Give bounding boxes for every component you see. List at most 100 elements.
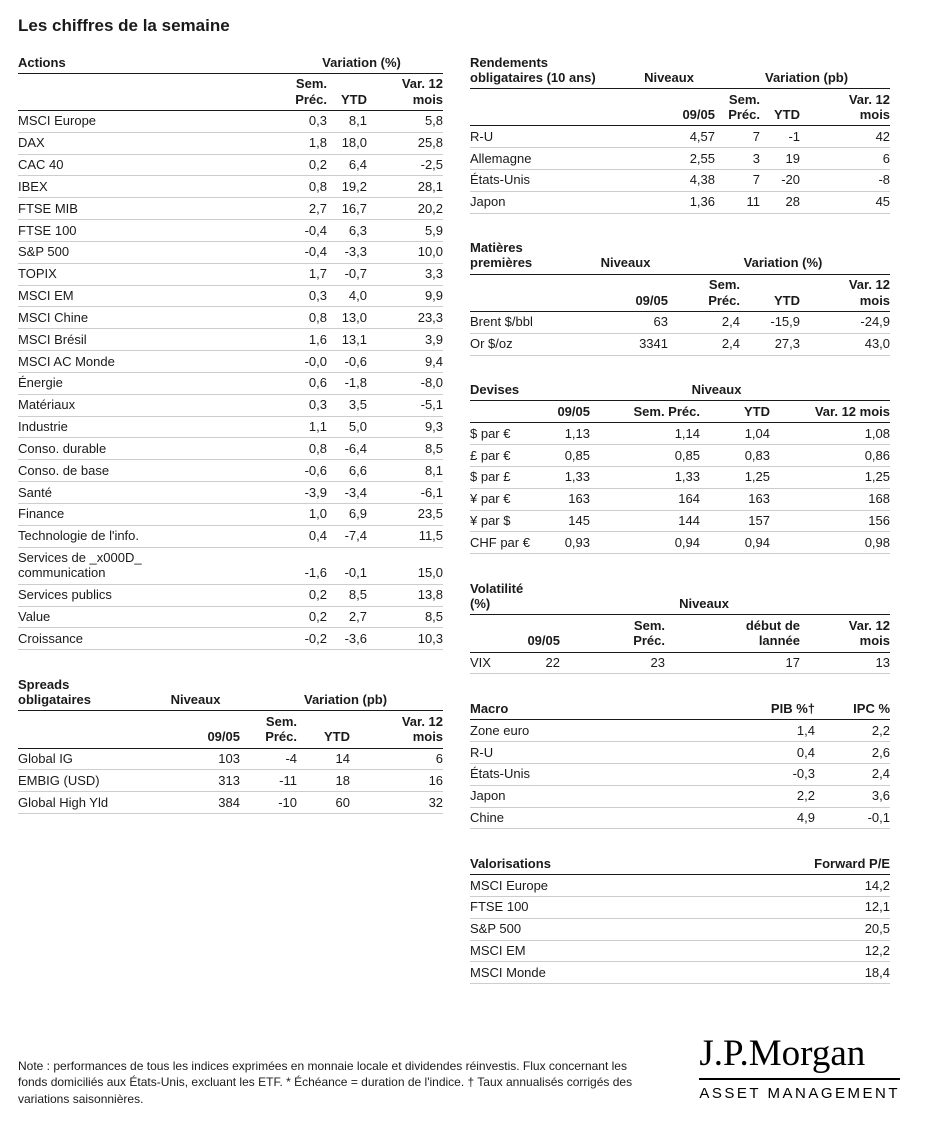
cell-value: -24,9 bbox=[800, 311, 891, 334]
col-header-var12: Var. 12 mois bbox=[800, 614, 890, 653]
column-header-row: 09/05 Sem. Préc. YTD Var. 12 mois bbox=[470, 274, 891, 312]
empty-header-cell bbox=[470, 614, 510, 653]
cell-value: 2,6 bbox=[815, 741, 890, 764]
cell-value: 6,3 bbox=[327, 219, 367, 242]
cell-value: 0,2 bbox=[272, 584, 327, 607]
table-title-row: Devises Niveaux bbox=[470, 379, 890, 402]
cell-value: 3,3 bbox=[367, 263, 444, 286]
row-label: £ par € bbox=[470, 444, 535, 467]
cell-value: 10,0 bbox=[367, 241, 444, 264]
volatility-group-niveaux: Niveaux bbox=[510, 578, 890, 616]
cell-value: 13 bbox=[800, 652, 890, 675]
table-row: Conso. durable 0,8 -6,4 8,5 bbox=[18, 437, 444, 461]
cell-value: 164 bbox=[590, 488, 700, 511]
empty-header-cell bbox=[18, 710, 143, 749]
cell-value: 1,08 bbox=[770, 422, 890, 446]
row-label: IBEX bbox=[18, 175, 272, 199]
col-header-date: 09/05 bbox=[510, 614, 560, 653]
cell-value: 6,6 bbox=[327, 459, 367, 483]
table-row: Technologie de l'info. 0,4 -7,4 11,5 bbox=[18, 525, 444, 548]
bond-yields-group-niveaux: Niveaux bbox=[615, 52, 715, 90]
cell-value: 6 bbox=[800, 147, 891, 170]
cell-value: 15,0 bbox=[367, 547, 444, 585]
cell-value: 163 bbox=[700, 488, 770, 511]
cell-value: 9,3 bbox=[367, 416, 444, 439]
table-row: FTSE 100 12,1 bbox=[470, 896, 890, 919]
row-label: $ par € bbox=[470, 422, 535, 446]
table-row: CAC 40 0,2 6,4 -2,5 bbox=[18, 154, 444, 177]
cell-value: 0,3 bbox=[272, 110, 327, 133]
row-label: Santé bbox=[18, 481, 272, 504]
table-row: VIX 22 23 17 13 bbox=[470, 652, 890, 675]
cell-value: -0,4 bbox=[272, 241, 327, 264]
table-row: $ par £1,33 1,33 1,25 1,25 bbox=[470, 466, 890, 489]
table-row: Japon 1,36 11 28 45 bbox=[470, 191, 891, 214]
row-label: Croissance bbox=[18, 627, 272, 651]
cell-value: 14,2 bbox=[770, 874, 890, 897]
column-header-row: 09/05 Sem. Préc. YTD Var. 12 mois bbox=[470, 400, 890, 424]
cell-value: 0,2 bbox=[272, 606, 327, 629]
commodities-table: Matières premières Niveaux Variation (%)… bbox=[470, 237, 891, 356]
col-header-date: 09/05 bbox=[615, 88, 715, 127]
cell-value: 17 bbox=[665, 652, 800, 675]
cell-value: 168 bbox=[770, 488, 890, 511]
row-label: Conso. durable bbox=[18, 437, 272, 461]
cell-value: 0,93 bbox=[535, 531, 590, 555]
spreads-table-head: Spreads obligataires Niveaux Variation (… bbox=[18, 674, 444, 749]
cell-value: 2,2 bbox=[720, 785, 815, 808]
cell-value: 1,1 bbox=[272, 416, 327, 439]
cell-value: 2,4 bbox=[668, 311, 740, 334]
col-header-sem-prec: Sem. Préc. bbox=[668, 274, 740, 312]
cell-value: 23,5 bbox=[367, 503, 444, 526]
table-row: FTSE MIB 2,7 16,7 20,2 bbox=[18, 197, 444, 221]
commodities-table-head: Matières premières Niveaux Variation (%)… bbox=[470, 237, 891, 312]
col-header-ytd: YTD bbox=[700, 400, 770, 424]
cell-value: -6,4 bbox=[327, 437, 367, 461]
valuations-table: Valorisations Forward P/E MSCI Europe 14,… bbox=[470, 853, 890, 985]
row-label: MSCI Monde bbox=[470, 961, 770, 985]
spreads-group-niveaux: Niveaux bbox=[143, 674, 240, 712]
cell-value: -5,1 bbox=[367, 394, 444, 417]
cell-value: 156 bbox=[770, 510, 890, 533]
empty-header-cell bbox=[470, 274, 575, 312]
cell-value: 1,33 bbox=[535, 466, 590, 489]
cell-value: 1,04 bbox=[700, 422, 770, 446]
col-header-ytd: YTD bbox=[297, 710, 350, 749]
cell-value: -15,9 bbox=[740, 311, 800, 334]
cell-value: 0,85 bbox=[535, 444, 590, 467]
cell-value: -6,1 bbox=[367, 481, 444, 504]
row-label: Matériaux bbox=[18, 394, 272, 417]
actions-group-header: Variation (%) bbox=[272, 52, 444, 74]
spreads-table-body: Global IG 103 -4 14 6 EMBIG (USD) 313 -11 18 16 Gl… bbox=[18, 748, 444, 814]
cell-value: 8,1 bbox=[327, 110, 367, 133]
content-columns: Actions Variation (%) Sem. Préc. YTD Var… bbox=[18, 52, 936, 985]
asset-management-label: ASSET MANAGEMENT bbox=[699, 1085, 900, 1102]
row-label: Services de _x000D_ communication bbox=[18, 547, 272, 585]
cell-value: 18,0 bbox=[327, 132, 367, 155]
cell-value: 2,4 bbox=[815, 763, 890, 786]
commodities-group-niveaux: Niveaux bbox=[575, 237, 668, 275]
bond-yields-table-title: Rendements obligataires (10 ans) bbox=[470, 52, 615, 90]
table-row: Global IG 103 -4 14 6 bbox=[18, 748, 444, 771]
row-label: MSCI Europe bbox=[470, 874, 770, 897]
cell-value: 3341 bbox=[575, 333, 668, 356]
empty-header-cell bbox=[470, 400, 535, 424]
volatility-table: Volatilité (%) Niveaux 09/05 Sem. Préc. … bbox=[470, 578, 890, 675]
table-title-row: Rendements obligataires (10 ans) Niveaux… bbox=[470, 52, 891, 90]
cell-value: 2,2 bbox=[815, 719, 890, 743]
col-header-sem-prec: Sem. Préc. bbox=[272, 73, 327, 111]
row-label: Global High Yld bbox=[18, 791, 143, 814]
row-label: Japon bbox=[470, 191, 615, 214]
cell-value: 0,6 bbox=[272, 372, 327, 395]
col-header-date: 09/05 bbox=[535, 400, 590, 424]
actions-table-head: Actions Variation (%) Sem. Préc. YTD Var… bbox=[18, 52, 444, 111]
cell-value: 2,7 bbox=[327, 606, 367, 629]
row-label: CAC 40 bbox=[18, 154, 272, 177]
cell-value: 13,0 bbox=[327, 306, 367, 330]
cell-value: 1,33 bbox=[590, 466, 700, 489]
cell-value: 0,4 bbox=[272, 525, 327, 548]
col-header-pib: PIB %† bbox=[720, 698, 815, 721]
valuations-table-body: MSCI Europe 14,2 FTSE 100 12,1 S&P 500 20,5 MS… bbox=[470, 874, 890, 985]
currencies-table: Devises Niveaux 09/05 Sem. Préc. YTD Var… bbox=[470, 379, 890, 555]
